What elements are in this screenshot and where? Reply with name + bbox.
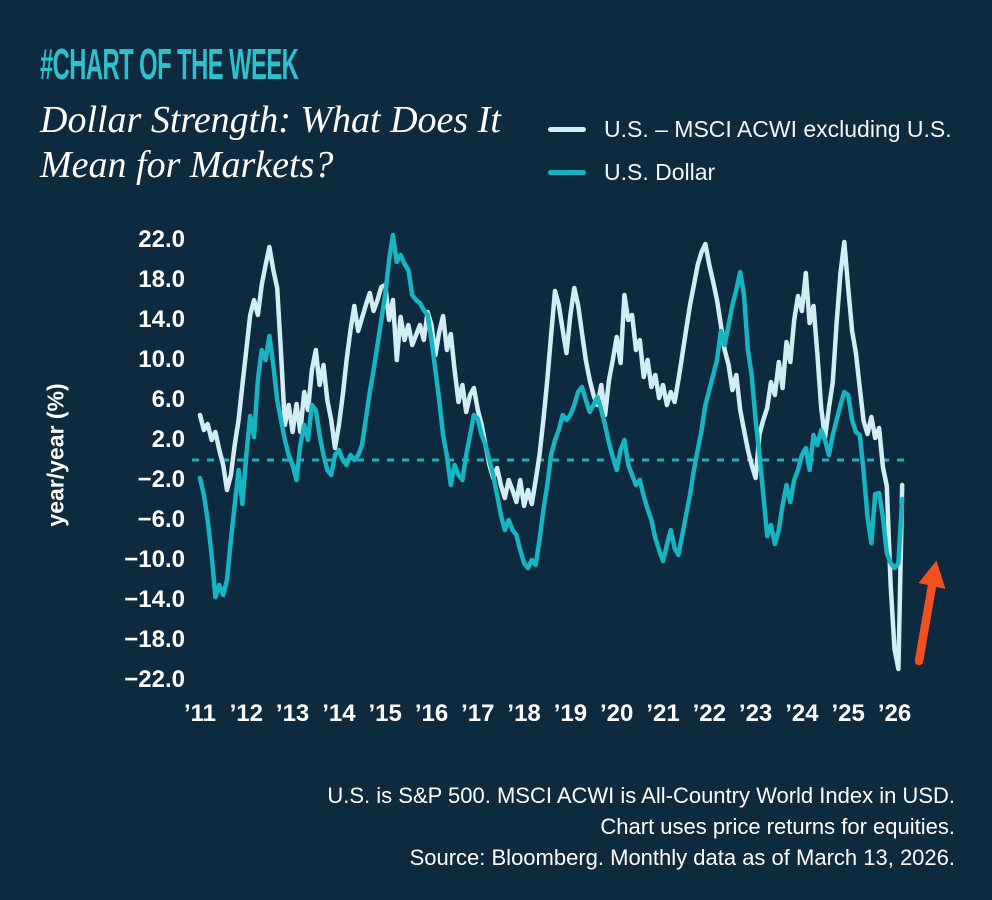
y-tick-label: −18.0 (124, 626, 185, 653)
footnote-line-2: Chart uses price returns for equities. (600, 814, 955, 839)
legend-label: U.S. – MSCI ACWI excluding U.S. (604, 116, 952, 142)
footnote-line-1: U.S. is S&P 500. MSCI ACWI is All-Countr… (327, 783, 955, 808)
x-tick-label: ’13 (275, 700, 310, 727)
y-tick-label: −22.0 (124, 666, 185, 693)
y-tick-label: −10.0 (124, 546, 185, 573)
line-swatch-icon (548, 127, 586, 132)
y-tick-label: 14.0 (138, 306, 185, 333)
x-tick-label: ’15 (368, 700, 402, 727)
x-tick-label: ’22 (692, 700, 726, 727)
x-tick-label: ’25 (831, 700, 865, 727)
legend-label: U.S. Dollar (604, 159, 716, 185)
x-tick-label: ’24 (785, 700, 819, 727)
up-arrow-head-icon (918, 560, 946, 589)
page-title-line-1: Dollar Strength: What Does It (40, 99, 501, 141)
footnote-line-3: Source: Bloomberg. Monthly data as of Ma… (409, 845, 955, 870)
page-title: Dollar Strength: What Does It Mean for M… (40, 98, 501, 188)
legend-item-us-minus-acwi: U.S. – MSCI ACWI excluding U.S. (548, 108, 952, 151)
kicker-hashtag-title: #CHART OF THE WEEK (40, 40, 299, 89)
y-tick-label: −14.0 (124, 586, 185, 613)
y-tick-label: −6.0 (137, 506, 185, 533)
x-tick-label: ’12 (229, 700, 263, 727)
series-line-us-minus-acwi (197, 239, 905, 672)
x-tick-label: ’20 (600, 700, 634, 727)
y-tick-label: 18.0 (138, 266, 185, 293)
legend-item-us-dollar: U.S. Dollar (548, 151, 952, 194)
x-tick-label: ’14 (322, 700, 356, 727)
x-tick-label: ’11 (183, 700, 217, 727)
x-tick-label: ’21 (646, 700, 680, 727)
x-tick-label: ’18 (507, 700, 541, 727)
up-arrow-icon (914, 581, 937, 666)
y-tick-label: 6.0 (151, 386, 185, 413)
page-title-line-2: Mean for Markets? (40, 144, 334, 186)
x-tick-label: ’19 (553, 700, 588, 727)
y-tick-label: 22.0 (138, 226, 185, 253)
series-line-us-dollar (197, 232, 905, 600)
y-tick-label: −2.0 (137, 466, 185, 493)
x-tick-label: ’17 (461, 700, 495, 727)
x-tick-label: ’23 (738, 700, 773, 727)
y-tick-label: 10.0 (138, 346, 185, 373)
legend: U.S. – MSCI ACWI excluding U.S. U.S. Dol… (548, 108, 952, 194)
y-tick-label: 2.0 (151, 426, 185, 453)
line-swatch-icon (548, 170, 586, 175)
x-tick-label: ’26 (877, 700, 912, 727)
footnote: U.S. is S&P 500. MSCI ACWI is All-Countr… (327, 780, 955, 873)
x-tick-label: ’16 (414, 700, 449, 727)
